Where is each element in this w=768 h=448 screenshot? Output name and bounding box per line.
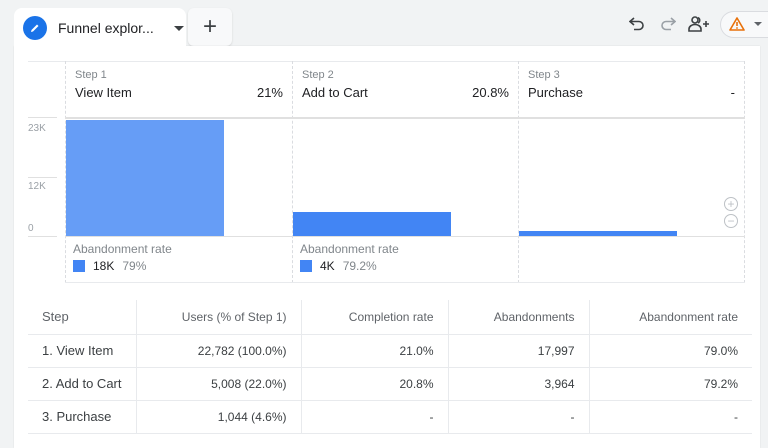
cell-users: 1,044 (4.6%) <box>135 400 301 434</box>
column-divider <box>65 61 66 283</box>
cell-users: 5,008 (22.0%) <box>135 367 301 401</box>
step-completion-rate: 20.8% <box>472 85 509 100</box>
abandonment-label: Abandonment rate <box>73 242 172 256</box>
bar-purchase[interactable] <box>519 231 677 236</box>
col-abandonments[interactable]: Abandonments <box>447 300 589 335</box>
step-header-1[interactable]: Step 1 View Item 21% <box>65 61 292 117</box>
zoom-out-icon[interactable]: − <box>724 214 738 228</box>
table-row[interactable]: 3. Purchase 1,044 (4.6%) - - - <box>28 400 752 434</box>
abandonment-count: 18K <box>93 259 115 273</box>
step-completion-rate: - <box>730 85 735 100</box>
column-divider <box>744 61 745 283</box>
funnel-chart: 23K 12K 0 Step 1 View Item 21% Step 2 Add… <box>28 61 745 283</box>
y-gridline <box>28 117 57 118</box>
col-abandonment-rate[interactable]: Abandonment rate <box>588 300 752 335</box>
x-axis-baseline <box>65 236 745 237</box>
redo-icon[interactable] <box>655 11 681 37</box>
step-number: Step 1 <box>75 69 107 81</box>
legend-swatch <box>300 260 312 272</box>
abandonment-percent: 79.2% <box>342 259 377 273</box>
cell-step: 2. Add to Cart <box>28 367 136 401</box>
cell-abandonments: 17,997 <box>447 334 589 368</box>
cell-step: 3. Purchase <box>28 400 136 434</box>
y-tick-label: 0 <box>28 223 34 234</box>
cell-abandonment-rate: - <box>588 400 752 434</box>
abandonment-count: 4K <box>320 259 335 273</box>
tab-title: Funnel explor... <box>58 20 154 36</box>
y-gridline <box>28 236 57 237</box>
chart-top-border <box>28 61 745 62</box>
col-step[interactable]: Step <box>28 300 136 335</box>
bar-view-item[interactable] <box>66 120 224 236</box>
bar-add-to-cart[interactable] <box>293 212 451 236</box>
step-number: Step 2 <box>302 69 334 81</box>
warning-icon <box>729 17 745 31</box>
column-divider <box>518 61 519 283</box>
zoom-in-icon[interactable]: + <box>724 197 738 211</box>
cell-abandonment-rate: 79.0% <box>588 334 752 368</box>
step-name: Purchase <box>528 85 583 100</box>
toolbar <box>619 10 768 38</box>
step-header-3[interactable]: Step 3 Purchase - <box>518 61 744 117</box>
abandonment-label: Abandonment rate <box>300 242 399 256</box>
abandonment-percent: 79% <box>122 259 147 273</box>
legend-swatch <box>73 260 85 272</box>
cell-abandonments: 3,964 <box>447 367 589 401</box>
pencil-icon[interactable] <box>23 16 47 40</box>
cell-completion-rate: 20.8% <box>300 367 448 401</box>
cell-abandonments: - <box>447 400 589 434</box>
cell-users: 22,782 (100.0%) <box>135 334 301 368</box>
cell-completion-rate: 21.0% <box>300 334 448 368</box>
step-completion-rate: 21% <box>256 85 283 100</box>
header-divider <box>65 117 745 119</box>
step-name: View Item <box>75 85 132 100</box>
table-row[interactable]: 1. View Item 22,782 (100.0%) 21.0% 17,99… <box>28 334 752 368</box>
exploration-tab[interactable]: Funnel explor... <box>14 8 186 48</box>
y-tick-label: 12K <box>28 181 46 192</box>
chart-bottom-border <box>65 282 745 283</box>
share-users-icon[interactable] <box>686 11 712 37</box>
abandonment-step-2[interactable]: Abandonment rate 4K 79.2% <box>292 242 399 273</box>
y-gridline <box>28 177 57 178</box>
cell-step: 1. View Item <box>28 334 136 368</box>
chevron-down-icon <box>754 22 762 26</box>
funnel-table: Step Users (% of Step 1) Completion rate… <box>28 300 752 434</box>
step-header-2[interactable]: Step 2 Add to Cart 20.8% <box>292 61 518 117</box>
add-tab-button[interactable]: + <box>188 8 232 46</box>
step-number: Step 3 <box>528 69 560 81</box>
undo-icon[interactable] <box>624 11 650 37</box>
zoom-controls: + − <box>724 197 738 228</box>
column-divider <box>292 61 293 283</box>
chevron-down-icon[interactable] <box>173 25 184 31</box>
col-completion-rate[interactable]: Completion rate <box>300 300 448 335</box>
col-users[interactable]: Users (% of Step 1) <box>135 300 301 335</box>
table-row[interactable]: 2. Add to Cart 5,008 (22.0%) 20.8% 3,964… <box>28 367 752 401</box>
abandonment-step-1[interactable]: Abandonment rate 18K 79% <box>65 242 172 273</box>
y-tick-label: 23K <box>28 123 46 134</box>
step-name: Add to Cart <box>302 85 368 100</box>
table-header-row: Step Users (% of Step 1) Completion rate… <box>28 300 752 335</box>
cell-completion-rate: - <box>300 400 448 434</box>
warning-menu-button[interactable] <box>720 10 768 38</box>
cell-abandonment-rate: 79.2% <box>588 367 752 401</box>
